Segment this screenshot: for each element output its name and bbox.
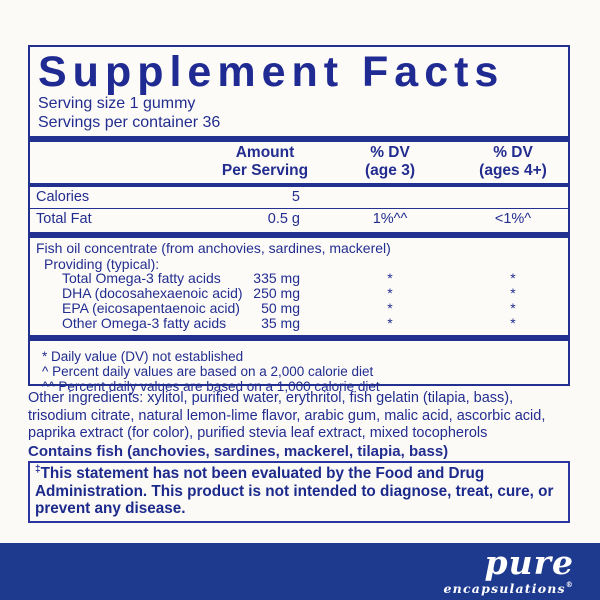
table-row-total-omega3: Total Omega-3 fatty acids 335 mg * * <box>30 271 568 286</box>
column-header-amount-line1: Amount <box>235 144 295 161</box>
divider-below-header <box>30 183 568 187</box>
row-dv-age3: * <box>387 315 393 331</box>
logo-subtext: encapsulations® <box>444 579 574 595</box>
row-amount: 335 mg <box>253 270 300 286</box>
footnote-dv-not-established: * Daily value (DV) not established <box>42 349 244 364</box>
logo-subtext-word: encapsulations <box>443 581 566 596</box>
table-row-total-fat: Total Fat 0.5 g 1%^^ <1%^ <box>30 209 568 230</box>
logo-wordmark: pure <box>484 543 574 582</box>
other-ingredients-paragraph: Other ingredients: xylitol, purified wat… <box>28 390 546 441</box>
row-name: Calories <box>36 189 90 205</box>
row-dv-age3: * <box>387 300 393 316</box>
providing-typical-line: Providing (typical): <box>44 255 160 272</box>
column-header-amount-line2: Per Serving <box>221 162 309 179</box>
row-amount: 5 <box>291 189 300 205</box>
footnotes-block: * Daily value (DV) not established ^ Per… <box>30 349 568 394</box>
row-name: DHA (docosahexaenoic acid) <box>62 285 243 301</box>
row-dv-age3: 1%^^ <box>372 211 408 227</box>
serving-size-line: Serving size 1 gummy <box>38 95 196 112</box>
row-dv-age3: * <box>387 270 393 286</box>
column-header-dv-age3-line1: % DV <box>370 144 410 161</box>
column-header-dv-age3: % DV (age 3) <box>315 144 465 180</box>
row-name: Other Omega-3 fatty acids <box>62 315 227 331</box>
row-amount: 250 mg <box>253 285 300 301</box>
divider-thick-top <box>30 136 568 142</box>
column-header-dv-ages4: % DV (ages 4+) <box>438 144 588 180</box>
table-row-other-omega3: Other Omega-3 fatty acids 35 mg * * <box>30 316 568 331</box>
dagger-mark: ‡ <box>35 463 41 475</box>
row-dv-age3: * <box>387 285 393 301</box>
row-dv-ages4: <1%^ <box>494 211 532 227</box>
row-name: EPA (eicosapentaenoic acid) <box>62 300 240 316</box>
footnote-1000-calorie: ^^ Percent daily values are based on a 1… <box>42 379 380 394</box>
fda-disclaimer-text: This statement has not been evaluated by… <box>35 465 554 517</box>
fish-oil-section-title: Fish oil concentrate (from anchovies, sa… <box>36 240 391 256</box>
servings-per-container-line: Servings per container 36 <box>38 114 221 131</box>
row-amount: 50 mg <box>261 300 300 316</box>
column-header-dv-ages4-line2: (ages 4+) <box>479 162 547 179</box>
row-dv-ages4: * <box>510 315 516 331</box>
supplement-facts-panel: Supplement Facts Serving size 1 gummy Se… <box>28 45 570 394</box>
row-name: Total Omega-3 fatty acids <box>62 270 221 286</box>
row-amount: 35 mg <box>261 315 300 331</box>
row-dv-ages4: * <box>510 270 516 286</box>
table-row-calories: Calories 5 <box>30 187 568 209</box>
contains-fish-line: Contains fish (anchovies, sardines, mack… <box>28 443 449 460</box>
row-dv-ages4: * <box>510 300 516 316</box>
column-header-dv-age3-line2: (age 3) <box>365 162 415 179</box>
registered-trademark-icon: ® <box>565 580 574 589</box>
panel-title: Supplement Facts <box>38 48 505 96</box>
divider-thick-bottom <box>30 335 568 341</box>
row-amount: 0.5 g <box>267 211 300 227</box>
table-header-row: Amount Per Serving % DV (age 3) % DV (ag… <box>30 144 568 183</box>
column-header-dv-ages4-line1: % DV <box>493 144 533 161</box>
pure-encapsulations-logo: pure encapsulations® <box>444 543 574 595</box>
row-dv-ages4: * <box>510 285 516 301</box>
table-row-epa: EPA (eicosapentaenoic acid) 50 mg * * <box>30 301 568 316</box>
brand-band: pure encapsulations® <box>0 543 600 600</box>
row-name: Total Fat <box>36 211 92 227</box>
fda-disclaimer-box: ‡This statement has not been evaluated b… <box>28 461 570 523</box>
divider-thick-mid <box>30 232 568 238</box>
column-header-amount: Amount Per Serving <box>190 144 340 180</box>
footnote-2000-calorie: ^ Percent daily values are based on a 2,… <box>42 364 374 379</box>
table-row-dha: DHA (docosahexaenoic acid) 250 mg * * <box>30 286 568 301</box>
